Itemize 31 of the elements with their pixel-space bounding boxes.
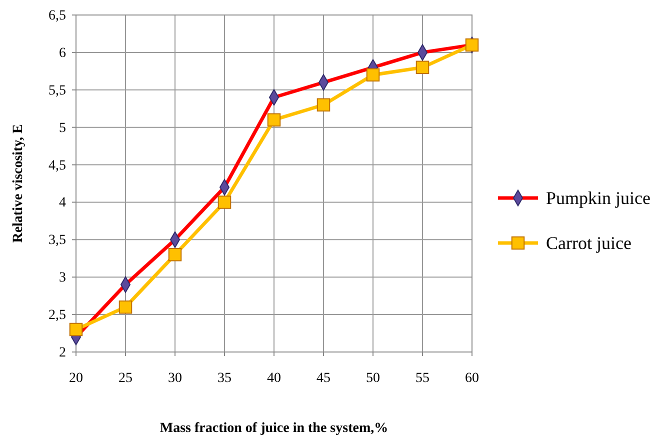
point [316, 98, 330, 112]
x-tick-label: 25 [118, 370, 132, 386]
x-tick-label: 40 [267, 370, 281, 386]
point [366, 68, 380, 82]
y-tick-label: 5 [59, 120, 66, 136]
y-tick-label: 6,5 [48, 8, 66, 24]
point [69, 322, 83, 336]
x-tick-label: 50 [366, 370, 380, 386]
y-tick-label: 4,5 [48, 158, 66, 174]
y-tick-label: 3 [59, 270, 66, 286]
x-tick-label: 55 [416, 370, 430, 386]
point [168, 248, 182, 262]
x-axis-title: Mass fraction of juice in the system,% [160, 421, 388, 436]
point [218, 196, 232, 209]
x-tick-label: 20 [69, 370, 83, 386]
y-tick-label: 5,5 [48, 83, 66, 98]
legend-label: Pumpkin juice [546, 188, 651, 208]
y-tick-label: 6 [59, 46, 66, 61]
y-tick-label: 2 [59, 345, 66, 360]
y-tick-label: 4 [59, 196, 66, 211]
y-tick-label: 3,5 [48, 233, 66, 248]
x-tick-label: 30 [168, 370, 182, 386]
point [267, 113, 281, 126]
point [416, 60, 430, 74]
x-tick-label: 60 [465, 370, 479, 386]
y-axis-title: Relative viscosity, E [11, 124, 26, 243]
legend-label: Carrot juice [546, 233, 632, 253]
x-tick-label: 35 [218, 370, 232, 386]
y-tick-label: 2,5 [48, 308, 66, 324]
point [118, 300, 132, 314]
x-tick-label: 45 [316, 370, 330, 386]
